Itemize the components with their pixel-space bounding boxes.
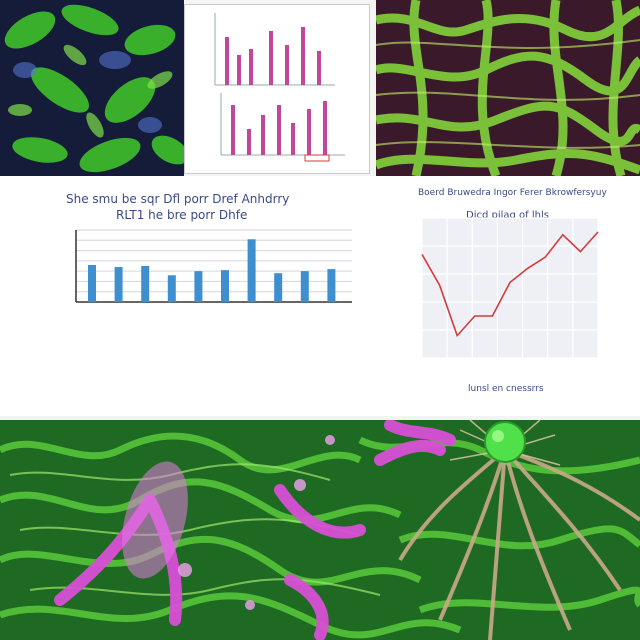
line-chart-title-line2: Dicd pilag of lhls — [466, 210, 549, 221]
mesh-image-top-right — [376, 0, 640, 176]
bar — [88, 264, 96, 302]
line-series — [421, 231, 599, 338]
foliage-art — [0, 0, 184, 176]
bar — [141, 266, 150, 302]
bar — [300, 271, 309, 302]
mini-charts-panel — [184, 4, 370, 174]
bar — [327, 269, 336, 302]
bar — [167, 275, 176, 302]
bar-chart-title-line1: She smu be sqr Dfl porr Dref Anhdrry — [66, 192, 290, 206]
foliage-image-top-left — [0, 0, 184, 176]
line-chart-xlabel: lunsl en cnessrrs — [468, 384, 544, 394]
bar-chart-panel: She smu be sqr Dfl porr Dref Anhdrry RLT… — [0, 176, 376, 416]
bar — [194, 271, 203, 302]
organic-illustration-bottom — [0, 420, 640, 640]
line-chart-panel: Boerd Bruwedra Ingor Ferer Bkrowfersyuy … — [376, 176, 640, 416]
bar-chart — [75, 229, 352, 303]
organic-art — [0, 420, 640, 640]
mini-charts-art — [185, 5, 369, 173]
bar — [114, 267, 123, 302]
line-chart-title-line1: Boerd Bruwedra Ingor Ferer Bkrowfersyuy — [418, 188, 607, 198]
bar — [221, 270, 229, 302]
bar — [274, 273, 283, 302]
mesh-art — [376, 0, 640, 176]
line-chart-plot-area — [422, 218, 598, 358]
bar — [247, 239, 256, 302]
bar-chart-title-line2: RLT1 he bre porr Dhfe — [116, 208, 248, 222]
line-chart — [421, 217, 599, 359]
